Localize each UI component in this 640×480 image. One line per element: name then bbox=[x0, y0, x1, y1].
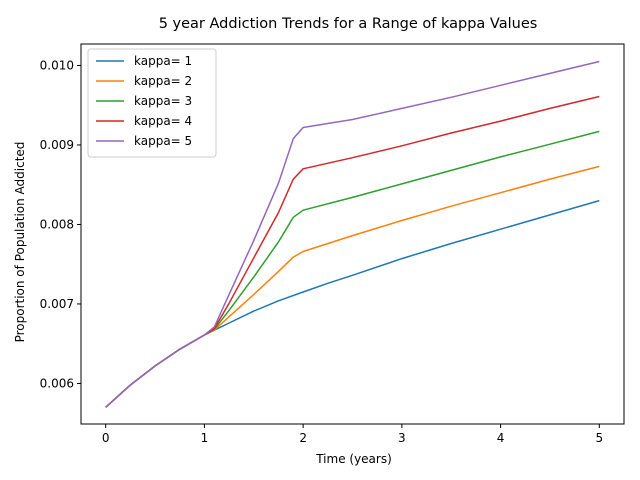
legend-label: kappa= 5 bbox=[134, 134, 192, 148]
plot-frame bbox=[80, 43, 625, 425]
y-tick-label: 0.009 bbox=[40, 138, 74, 152]
x-tick-label: 3 bbox=[398, 431, 406, 445]
legend: kappa= 1 kappa= 2 kappa= 3 kappa= 4 kappa= 5 bbox=[87, 48, 217, 158]
x-tick-label: 5 bbox=[595, 431, 603, 445]
legend-label: kappa= 4 bbox=[134, 114, 192, 128]
legend-box bbox=[87, 48, 217, 158]
series-group bbox=[105, 60, 600, 408]
series-line-kappa-5 bbox=[105, 60, 600, 408]
legend-label: kappa= 2 bbox=[134, 74, 192, 88]
y-tick-label: 0.008 bbox=[40, 217, 74, 231]
x-axis: 0 1 2 3 4 5 bbox=[102, 424, 603, 445]
y-tick-label: 0.007 bbox=[40, 297, 74, 311]
chart-title: 5 year Addiction Trends for a Range of k… bbox=[159, 16, 538, 32]
y-tick-label: 0.010 bbox=[40, 58, 74, 72]
legend-label: kappa= 3 bbox=[134, 94, 192, 108]
x-tick-label: 4 bbox=[497, 431, 505, 445]
x-tick-label: 0 bbox=[102, 431, 110, 445]
x-axis-label: Time (years) bbox=[315, 452, 392, 466]
y-axis-label: Proportion of Population Addicted bbox=[13, 142, 27, 343]
y-axis: 0.006 0.007 0.008 0.009 0.010 bbox=[40, 58, 81, 390]
x-tick-label: 1 bbox=[201, 431, 209, 445]
y-tick-label: 0.006 bbox=[40, 376, 74, 390]
legend-label: kappa= 1 bbox=[134, 54, 192, 68]
x-tick-label: 2 bbox=[299, 431, 307, 445]
